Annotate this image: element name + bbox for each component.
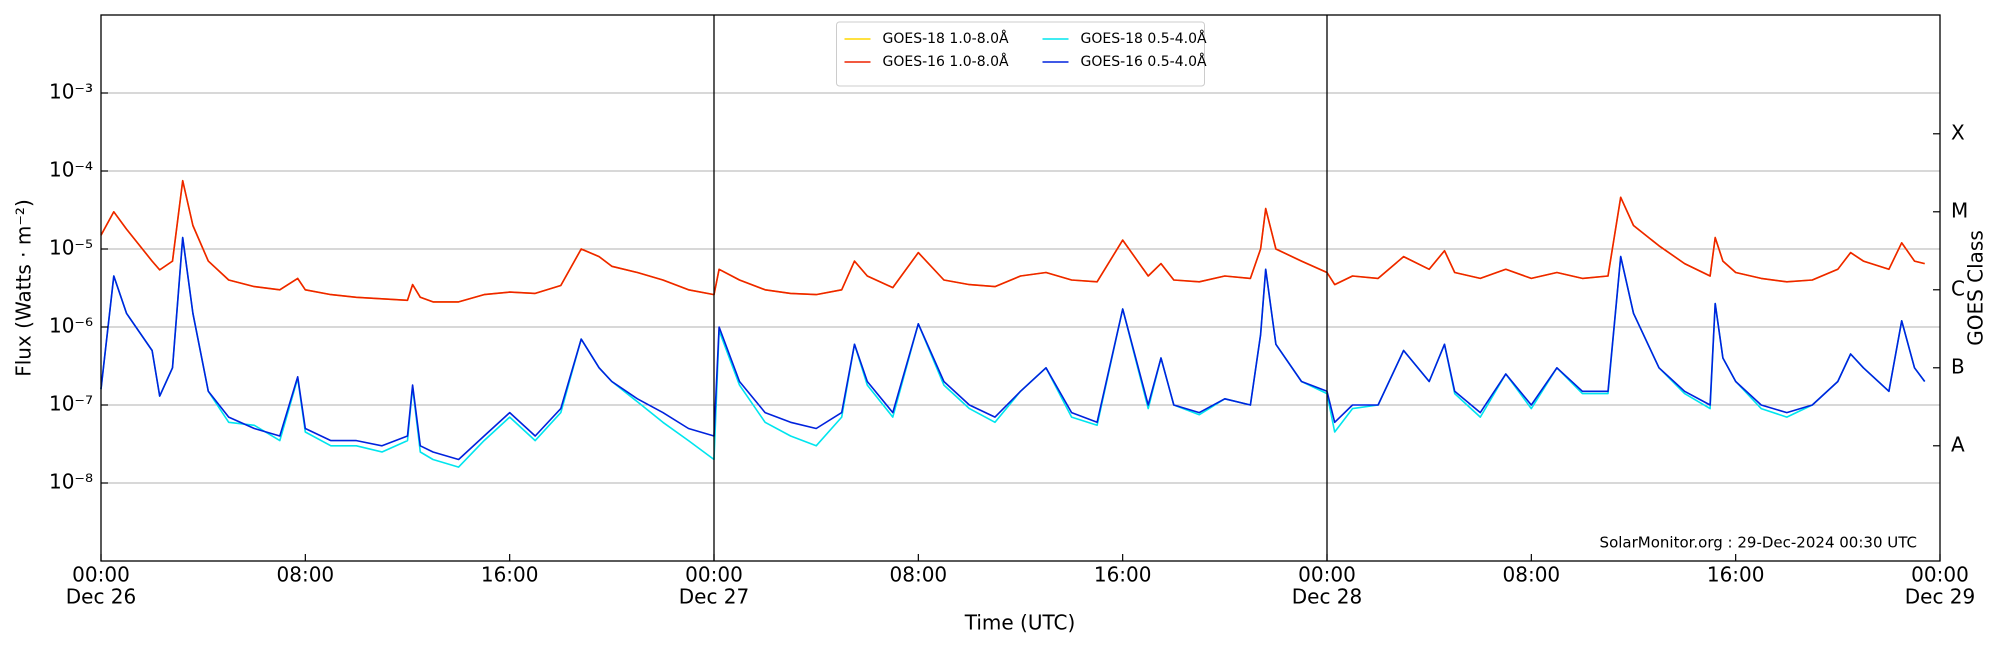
series-line xyxy=(100,179,1925,303)
x-axis-label: Time (UTC) xyxy=(964,611,1076,635)
x-tick-label: 16:00 xyxy=(1707,563,1765,587)
x-tick-date: Dec 28 xyxy=(1292,585,1363,609)
legend-frame xyxy=(836,21,1205,87)
legend: GOES-18 1.0-8.0Å GOES-16 1.0-8.0Å GOES-18 … xyxy=(836,21,1207,87)
plot-frame xyxy=(100,14,1941,562)
legend-label: GOES-16 1.0-8.0Å xyxy=(883,53,1009,70)
series-line xyxy=(100,179,1925,303)
y-tick-label: 10⁻³ xyxy=(49,80,93,104)
x-tick-label: 00:00 xyxy=(1911,563,1969,587)
annotation: SolarMonitor.org : 29-Dec-2024 00:30 UTC xyxy=(1600,534,1917,552)
x-tick-date: Dec 27 xyxy=(679,585,750,609)
x-tick-label: 16:00 xyxy=(481,563,539,587)
y2-tick-label: X xyxy=(1951,120,1965,144)
x-tick-label: 16:00 xyxy=(1094,563,1152,587)
x-tick-date: Dec 29 xyxy=(1905,585,1976,609)
x-tick-label: 00:00 xyxy=(685,563,743,587)
x-tick-label: 08:00 xyxy=(1503,563,1561,587)
y-tick-label: 10⁻⁷ xyxy=(49,392,93,416)
x-tick-label: 08:00 xyxy=(277,563,335,587)
x-tick-label: 00:00 xyxy=(1298,563,1356,587)
legend-label: GOES-16 0.5-4.0Å xyxy=(1081,53,1207,70)
y2-tick-label: B xyxy=(1951,354,1965,378)
y2-tick-label: A xyxy=(1951,432,1965,456)
y-tick-label: 10⁻⁴ xyxy=(49,158,93,182)
x-tick-date: Dec 26 xyxy=(66,585,137,609)
plot-area xyxy=(100,179,1926,468)
series-line xyxy=(100,236,1926,461)
grid xyxy=(101,92,1940,484)
legend-label: GOES-18 0.5-4.0Å xyxy=(1081,30,1207,47)
y2-axis-label: GOES Class xyxy=(1964,230,1988,346)
y-tick-label: 10⁻⁵ xyxy=(49,236,93,260)
y-tick-label: 10⁻⁸ xyxy=(49,470,93,494)
legend-label: GOES-18 1.0-8.0Å xyxy=(883,30,1009,47)
y2-tick-label: C xyxy=(1951,276,1965,300)
y2-tick-label: M xyxy=(1951,198,1968,222)
x-tick-label: 00:00 xyxy=(72,563,130,587)
y-axis-label: Flux (Watts · m⁻²) xyxy=(12,199,36,377)
y-tick-label: 10⁻⁶ xyxy=(49,314,93,338)
x-tick-label: 08:00 xyxy=(890,563,948,587)
